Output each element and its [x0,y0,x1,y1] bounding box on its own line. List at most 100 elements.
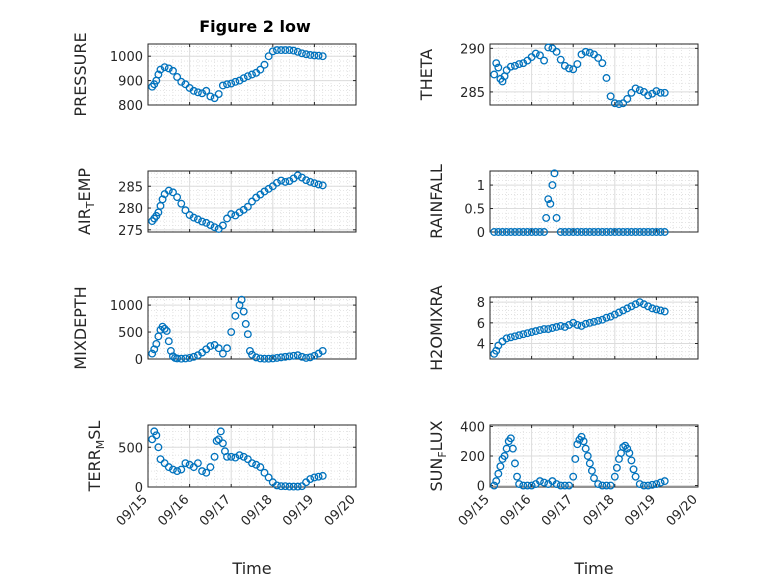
data-point [256,463,265,472]
data-point [156,65,165,74]
data-point [214,435,223,444]
data-point [218,81,227,90]
data-point [540,228,549,236]
data-point [631,228,640,236]
data-point [318,471,327,480]
data-point [164,463,173,472]
data-point [169,465,177,474]
data-point [594,228,603,236]
data-point [556,321,565,330]
data-point [573,60,582,68]
data-point [648,480,657,489]
data-point [185,353,194,362]
data-point [627,302,636,311]
data-point [193,459,202,468]
data-point [581,228,590,236]
data-point [527,481,536,490]
data-point [492,59,501,68]
data-point [556,481,565,490]
data-point [206,92,215,101]
data-point [511,332,519,341]
data-point [590,317,598,326]
y-tick-label: 1 [477,179,485,194]
data-point [248,459,256,468]
data-point [260,60,269,69]
data-point [239,74,248,83]
data-point [652,480,661,488]
subplot-rainfall: 0 0.5 1 RAINFALL [427,164,699,241]
data-point [656,478,665,487]
data-point [535,51,544,60]
data-point [206,463,215,472]
x-tick-label: 09/19 [280,492,317,529]
data-point [494,469,503,478]
data-point [237,295,246,304]
y-tick-label: 275 [118,224,143,239]
data-point [281,352,290,361]
data-point [273,353,281,362]
data-point [560,323,569,331]
data-point [189,86,198,95]
data-point [660,88,669,97]
data-point [173,193,182,202]
y-tick-label: 0 [135,353,143,368]
data-point [490,228,499,236]
y-tick-label: 280 [118,202,143,217]
data-point [156,455,165,464]
data-point [500,452,509,460]
data-point [148,349,157,358]
subplot-terr-msl: 0 500 TERRMSL 09/15 09/16 09/17 09/18 09/19 09/2… [85,421,359,530]
data-point [297,49,306,58]
data-point [577,228,586,236]
data-point [264,354,273,363]
data-point [227,328,236,336]
data-point [585,318,594,327]
data-point [160,459,169,468]
x-tick-label: 09/17 [539,492,576,529]
data-point [639,228,648,236]
data-point [494,228,503,236]
data-point [158,322,167,331]
subplot-h2omixra: 4 6 8 H2OMIXRA [427,285,699,371]
data-point [181,354,190,363]
data-point [523,228,532,236]
data-point [511,228,519,236]
data-point [189,213,198,222]
data-point [565,320,573,329]
y-tick-label: 1000 [110,299,143,314]
data-point [535,228,544,236]
data-point [627,228,636,236]
data-point [502,334,511,343]
axes-box [489,296,699,360]
data-point [285,352,294,361]
data-point [306,353,315,362]
data-point [177,77,186,86]
data-point [631,472,640,481]
data-point [248,70,256,79]
data-point [189,463,198,472]
data-point [198,217,207,226]
data-point [281,46,290,55]
data-point [239,307,248,316]
data-point [277,353,286,362]
data-point [660,228,669,236]
y-axis-label: SUNFLUX [427,420,449,491]
y-tick-label: 500 [118,326,143,341]
data-point [189,352,198,361]
data-point [273,178,281,187]
x-tick-label: 09/18 [239,492,276,529]
data-point [243,330,252,339]
data-point [223,452,231,461]
data-point [160,324,169,333]
data-point [252,460,261,469]
y-tick-label: 285 [460,86,485,101]
x-tick-label: 09/15 [114,492,151,529]
data-point [223,80,231,89]
data-point [560,228,569,236]
data-point [590,474,598,483]
data-point [612,463,621,472]
data-point [306,177,315,186]
x-tick-label: 09/20 [664,492,701,529]
